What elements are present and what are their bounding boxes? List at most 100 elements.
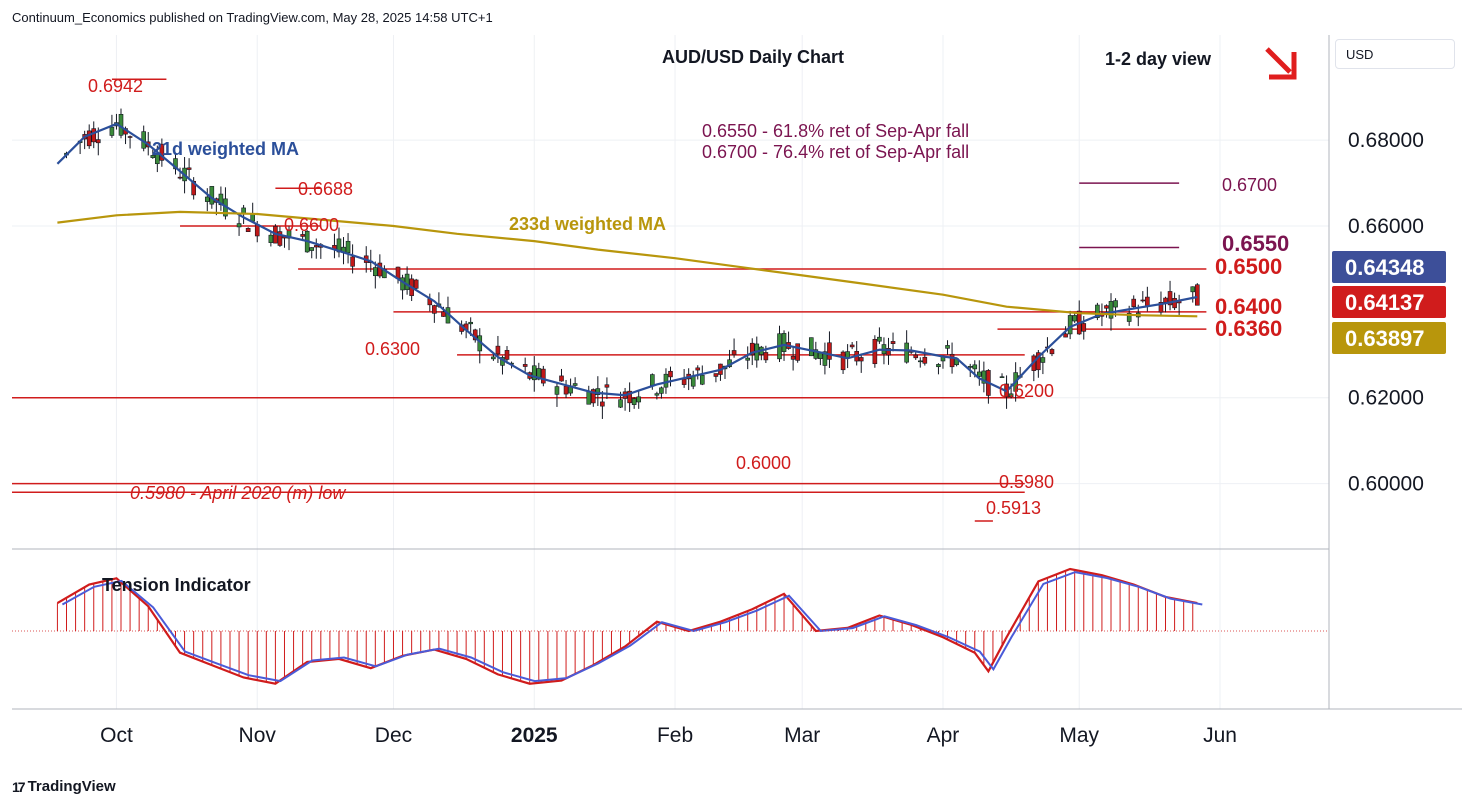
candle-body [286,230,292,239]
candle-body [904,342,909,363]
candle-body [949,353,955,368]
candle-body [1145,296,1150,307]
candle-body [563,385,569,395]
candle-body [495,345,501,355]
candle-body [790,355,796,360]
chart-frame [12,35,1462,710]
tension-indicator [56,567,1203,685]
candle-body [1072,315,1077,322]
candle-body [731,350,737,356]
candle-body [890,341,896,344]
price-badge-label: 0.64348 [1345,255,1425,280]
candle-body [822,351,828,366]
candle-body [1167,291,1173,306]
y-tick-label: 0.62000 [1348,387,1424,410]
candle-body [681,378,687,385]
tradingview-mark-icon: 17 [12,778,26,795]
candle-body [468,321,473,325]
x-tick-label: Feb [657,724,693,747]
level-label-0.5913: 0.5913 [986,498,1041,518]
tradingview-logo[interactable]: 17 TradingView [12,778,116,795]
down-arrow-icon [1265,47,1297,80]
candle-body [1036,352,1041,371]
candle-body [1095,304,1100,318]
level-label-0.6400: 0.6400 [1215,294,1282,319]
candle-body [749,342,755,356]
candle-body [1131,298,1137,307]
x-tick-label: Nov [239,724,277,747]
candle-body [668,370,673,378]
candle-body [1063,333,1068,338]
candle-body [1008,393,1014,398]
chart-title: AUD/USD Daily Chart [662,47,844,67]
candle-body [595,388,601,396]
candle-body [541,368,546,384]
candle-body [554,386,560,395]
candle-body [967,366,973,368]
candle-body [268,234,274,243]
candle-body [522,364,528,367]
candle-body [373,267,378,277]
ma21-line [56,122,1198,397]
moving-averages [56,108,1200,419]
candle-body [627,390,632,404]
level-label-0.6688: 0.6688 [298,179,353,199]
candle-body [127,136,133,138]
candle-body [1163,297,1168,303]
candle-body [827,342,832,360]
candle-body [309,247,315,251]
candle-body [590,389,596,404]
candle-body [840,351,846,371]
candle-body [917,360,923,363]
candle-body [745,357,751,361]
candle-body [177,176,183,179]
ma233-line [57,210,1198,318]
candle-body [1195,284,1200,306]
currency-selector[interactable]: USD [1335,39,1455,69]
candle-body [86,130,92,147]
candle-body [695,367,701,371]
candle-body [631,398,637,405]
candle-body [713,373,719,377]
annotation-april-2020: 0.5980 - April 2020 (m) low [130,483,346,503]
candle-body [913,354,919,359]
candle-body [404,273,410,290]
level-label-0.6200: 0.6200 [999,381,1054,401]
candle-body [663,373,669,388]
candle-body [936,364,941,368]
candle-body [877,336,882,342]
candle-body [300,234,305,237]
candle-body [886,348,891,356]
ma233-label: 233d weighted MA [509,214,666,234]
candle-body [922,356,928,364]
candle-body [173,158,178,170]
candle-body [504,350,510,360]
candle-body [1172,298,1177,309]
candle-body [763,352,769,361]
candle-body [245,228,251,232]
level-label-0.6300: 0.6300 [365,339,420,359]
level-label-0.6360: 0.6360 [1215,316,1282,341]
candle-body [650,374,655,386]
candle-body [999,376,1005,379]
candle-body [1113,300,1118,308]
price-badge-label: 0.63897 [1345,326,1425,351]
candle-body [1126,312,1132,322]
ma21-label: 21d weighted MA [152,139,299,159]
candle-body [1040,357,1046,363]
level-label-0.6700: 0.6700 [1222,175,1277,195]
candle-body [209,186,215,205]
candle-body [972,364,978,370]
candle-body [109,126,115,136]
level-label-0.6942: 0.6942 [88,76,143,96]
candle-body [536,368,542,380]
candle-body [1158,302,1164,313]
x-tick-label: May [1059,724,1099,747]
candle-body [977,371,982,377]
candle-body [813,349,819,359]
candle-body [313,245,319,248]
candle-body [155,154,160,165]
candle-body [654,393,660,396]
candle-body [858,357,864,362]
